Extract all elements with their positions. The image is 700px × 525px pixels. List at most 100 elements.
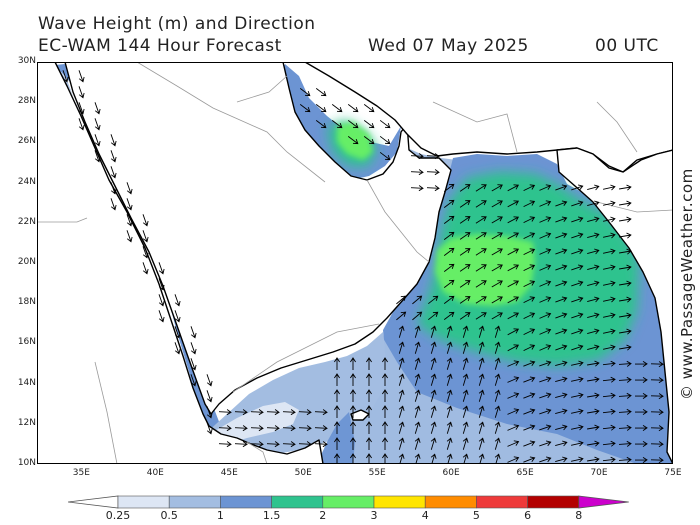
wave-arrow (523, 456, 536, 463)
wave-arrow (587, 360, 600, 367)
lat-tick-label: 30N (17, 56, 36, 66)
wave-arrow (571, 424, 584, 431)
wave-arrow (379, 152, 391, 161)
wave-arrow (507, 440, 520, 447)
wave-arrow (446, 373, 453, 386)
wave-arrow (507, 376, 520, 383)
legend-swatch (271, 495, 324, 509)
wave-arrow (494, 357, 501, 370)
wave-arrow (634, 441, 648, 447)
wave-arrow (428, 311, 439, 321)
wave-arrow (507, 280, 520, 288)
wave-arrow (430, 341, 437, 354)
wave-arrow (603, 184, 616, 191)
wave-arrow (462, 421, 469, 434)
wave-arrow (110, 166, 117, 179)
wave-arrow (94, 118, 101, 131)
legend-tick-label: 1 (216, 509, 224, 522)
wave-arrow (446, 421, 453, 434)
wave-arrow (459, 248, 471, 256)
wave-arrow (539, 248, 552, 255)
wave-arrow (507, 392, 520, 399)
wave-arrow (475, 264, 487, 272)
lon-tick-label: 70E (590, 468, 608, 478)
lat-tick-label: 20N (17, 257, 36, 267)
wave-arrow (462, 341, 469, 354)
wave-arrow (412, 311, 423, 321)
wave-arrow (478, 437, 485, 450)
wave-arrow (603, 280, 616, 287)
wave-arrow (382, 373, 388, 386)
wave-arrow (618, 392, 632, 399)
wave-arrow (555, 456, 568, 463)
wave-arrow (587, 408, 600, 415)
wave-arrow (587, 264, 600, 271)
wave-arrow (334, 453, 340, 464)
wave-arrow (587, 216, 600, 223)
wave-arrow (414, 357, 421, 370)
wave-arrow (523, 376, 536, 383)
wave-arrow (571, 408, 584, 415)
wave-arrow (619, 248, 632, 255)
wave-arrow (459, 184, 471, 192)
wave-arrow (379, 120, 391, 129)
wave-arrow (142, 214, 149, 227)
wave-arrow (414, 341, 421, 354)
wave-arrow (555, 248, 568, 255)
legend-swatch (322, 495, 375, 509)
wave-arrow (618, 408, 632, 415)
wave-arrow (507, 344, 520, 352)
wave-arrow (494, 437, 501, 450)
wave-arrow (158, 294, 165, 307)
wave-arrow (234, 441, 248, 448)
wave-arrow (410, 169, 424, 176)
wave-arrow (206, 390, 213, 403)
wave-arrow (571, 328, 584, 335)
wave-arrow (250, 441, 264, 448)
wave-arrow (619, 184, 632, 191)
wave-arrow (350, 437, 356, 450)
wave-map (37, 62, 673, 464)
wave-arrow (478, 341, 485, 354)
wave-arrow (555, 408, 568, 415)
wave-arrow (478, 357, 485, 370)
wave-arrow (350, 453, 356, 464)
wave-arrow (539, 200, 552, 207)
wave-arrow (555, 360, 568, 367)
lat-tick-label: 26N (17, 136, 36, 147)
wave-arrow (218, 425, 232, 432)
wave-arrow (650, 457, 664, 464)
wave-arrow (539, 280, 552, 287)
wave-arrow (315, 88, 327, 97)
wave-arrow (174, 326, 181, 339)
wave-arrow (426, 185, 440, 192)
wave-arrow (126, 182, 133, 195)
wave-arrow (587, 184, 600, 191)
high-seas (337, 122, 535, 306)
wave-arrow (234, 409, 248, 416)
wave-arrow (571, 184, 584, 191)
wave-arrow (398, 357, 405, 370)
wave-arrow (523, 200, 536, 208)
lon-tick-label: 75E (664, 468, 682, 478)
wave-arrow (539, 232, 552, 239)
wave-arrow (507, 328, 520, 336)
wave-arrow (398, 405, 405, 418)
wave-arrow (398, 341, 405, 354)
wave-arrow (571, 392, 584, 399)
wave-arrow (347, 120, 359, 129)
legend-tick-label: 2 (319, 509, 327, 522)
credit-watermark: © www.PassageWeather.com (678, 168, 696, 400)
wave-arrow (382, 453, 388, 464)
wave-arrow (366, 373, 372, 386)
wave-arrow (298, 441, 312, 448)
wave-arrow (334, 373, 340, 386)
wave-arrow (571, 360, 584, 367)
wave-arrow (650, 393, 664, 400)
wave-arrow (430, 437, 437, 450)
wave-arrow (555, 184, 568, 191)
wave-arrow (366, 437, 372, 450)
wave-arrow (571, 440, 584, 447)
wave-arrow (507, 184, 520, 192)
lat-tick-label: 16N (17, 337, 36, 348)
